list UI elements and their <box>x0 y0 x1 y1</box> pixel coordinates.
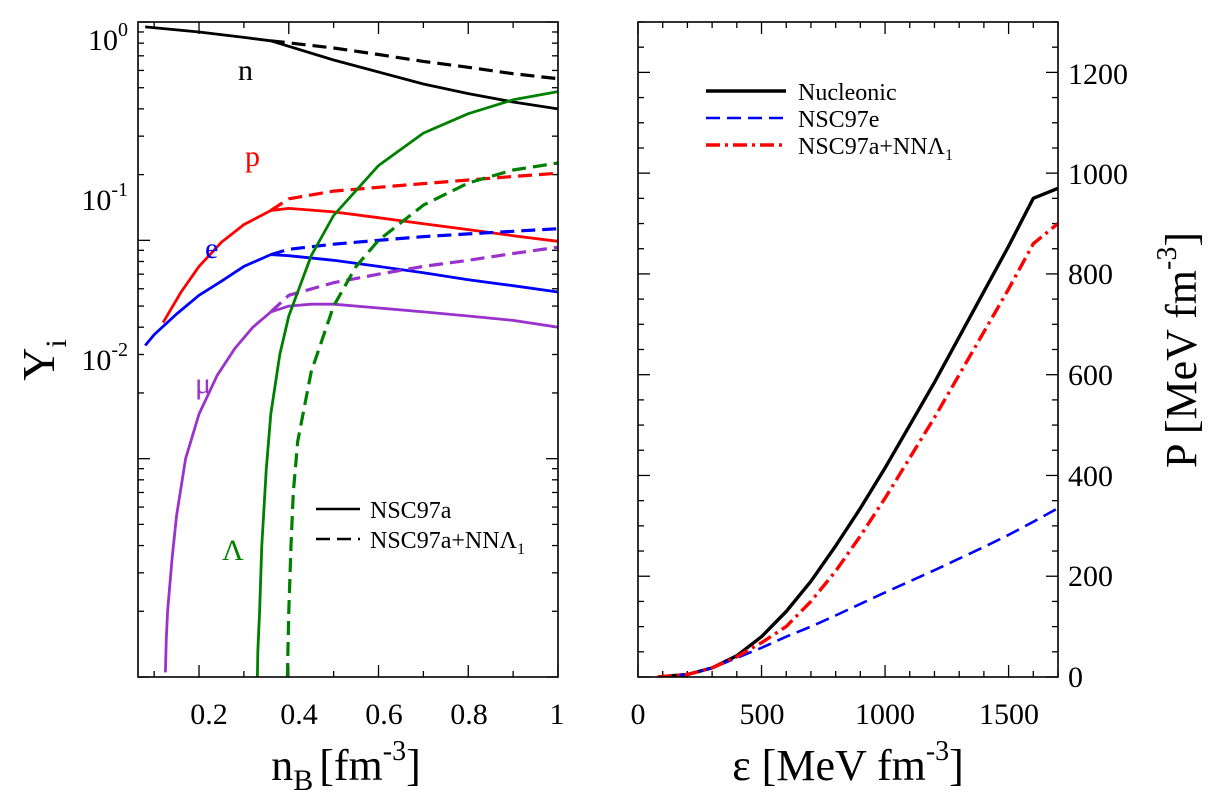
right-x-tick-label: 500 <box>740 698 785 731</box>
right-y-tick-label: 1000 <box>1068 158 1128 191</box>
left-y-tick-label: 10-2 <box>81 339 128 377</box>
annotation-e: e <box>205 232 218 265</box>
left-ticks <box>138 21 559 678</box>
right-y-tick-label: 600 <box>1068 359 1113 392</box>
left-legend: NSC97a NSC97a+NNΛ1 <box>316 498 525 558</box>
right-plot-frame <box>637 21 1059 678</box>
right-y-tick-label: 400 <box>1068 460 1113 493</box>
annotation-mu: μ <box>195 367 211 400</box>
left-x-tick-label: 0.4 <box>280 698 318 731</box>
annotation-n: n <box>238 54 253 87</box>
right-legend: Nucleonic NSC97e NSC97a+NNΛ1 <box>706 80 953 164</box>
annotation-lambda: Λ <box>222 534 244 567</box>
left-x-tick-label: 0.8 <box>450 698 488 731</box>
series-line-p-dashed <box>269 171 558 212</box>
left-x-tick-label: 0.6 <box>365 698 403 731</box>
legend-label-nsc97a-nnl1: NSC97a+NNΛ1 <box>370 528 525 558</box>
legend-label-nsc97a-nnl1: NSC97a+NNΛ1 <box>798 134 953 164</box>
legend-label-nucleonic: Nucleonic <box>798 80 897 106</box>
legend-label-nsc97e: NSC97e <box>798 107 879 133</box>
series-line-e-solid <box>144 253 558 347</box>
right-x-tick-label: 0 <box>631 698 646 731</box>
left-series-group <box>144 25 558 677</box>
series-line-nsc97e <box>657 507 1058 677</box>
left-plot-frame <box>137 21 559 678</box>
series-line-nsc97a+nnλ1 <box>657 222 1058 677</box>
left-y-tick-label: 100 <box>88 19 128 57</box>
right-y-tick-label: 200 <box>1068 560 1113 593</box>
right-panel: 0 500 1000 1500 0 200 400 600 800 1000 1… <box>631 21 1206 790</box>
legend-label-nsc97a: NSC97a <box>370 498 452 524</box>
right-ticks <box>637 21 1059 678</box>
left-y-axis-label: Yi <box>13 339 73 381</box>
series-line-μ-solid <box>164 302 558 673</box>
left-x-axis-label: nB [fm-3] <box>271 736 421 794</box>
right-series-group <box>657 186 1058 677</box>
left-x-tick-label: 0.2 <box>190 698 228 731</box>
right-x-axis-label: ε [MeV fm-3] <box>732 736 964 790</box>
right-y-tick-label: 0 <box>1068 661 1083 694</box>
right-x-tick-label: 1000 <box>855 698 915 731</box>
left-y-tick-label: 10-1 <box>81 179 128 217</box>
series-line-Λ-solid <box>256 90 558 677</box>
left-panel: 0.2 0.4 0.6 0.8 1 100 10-1 10-2 nB [fm-3]… <box>13 19 565 794</box>
right-y-axis-label: P [MeV fm-3] <box>1152 232 1206 468</box>
series-line-n-dashed <box>270 39 558 81</box>
series-line-n-solid <box>145 25 558 111</box>
series-line-p-solid <box>161 207 558 324</box>
series-line-e-dashed <box>270 227 558 257</box>
annotation-p: p <box>245 140 260 173</box>
series-line-Λ-dashed <box>285 161 558 677</box>
right-y-tick-label: 800 <box>1068 258 1113 291</box>
right-x-tick-label: 1500 <box>979 698 1039 731</box>
right-y-tick-label: 1200 <box>1068 58 1128 91</box>
left-x-tick-label: 1 <box>550 698 565 731</box>
